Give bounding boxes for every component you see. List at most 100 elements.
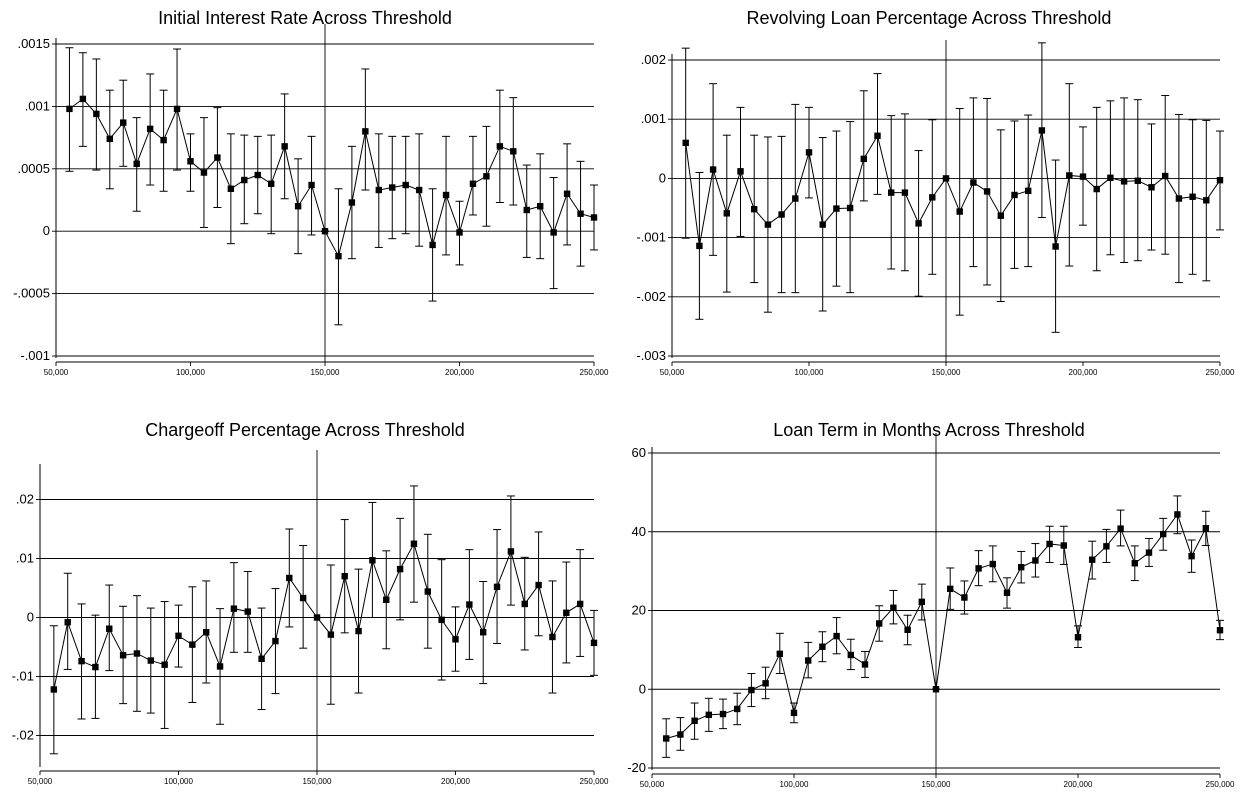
data-point <box>1038 127 1046 134</box>
data-point <box>537 203 544 210</box>
data-point <box>904 626 911 633</box>
data-point <box>1203 197 1210 204</box>
x-tick-label: 250,000 <box>580 777 609 786</box>
data-point <box>375 186 382 194</box>
data-point <box>819 643 826 650</box>
data-point <box>989 560 996 568</box>
series-line <box>666 513 1221 739</box>
data-point <box>748 686 755 694</box>
data-point <box>1103 543 1110 550</box>
data-point <box>321 228 329 235</box>
data-point <box>493 583 501 591</box>
x-tick-label: 50,000 <box>28 777 53 786</box>
data-point <box>833 632 840 640</box>
data-point <box>790 709 798 717</box>
data-point <box>1060 542 1067 549</box>
data-point <box>792 195 799 202</box>
data-point <box>227 185 235 192</box>
data-point <box>203 629 210 636</box>
data-point <box>79 95 87 103</box>
data-point <box>1202 525 1209 532</box>
data-point <box>709 166 717 173</box>
data-point <box>92 663 99 671</box>
chart-revolving-loan: -.003 -.002 -.001 0 .001 .002 50,000 100,000 150… <box>636 40 1235 377</box>
y-tick-label: -.01 <box>12 669 34 684</box>
y-tick-label: .0015 <box>17 36 50 51</box>
data-point <box>705 711 712 719</box>
data-point <box>961 594 968 601</box>
data-point <box>456 229 463 236</box>
data-point <box>550 229 557 236</box>
data-point <box>1066 172 1073 179</box>
data-point <box>327 631 335 638</box>
data-point <box>1052 243 1059 250</box>
data-point <box>1046 540 1053 548</box>
data-point <box>93 110 100 118</box>
x-tick-label: 100,000 <box>164 777 193 786</box>
data-point <box>1145 549 1153 556</box>
data-point <box>833 205 840 212</box>
y-tick-label: 20 <box>632 603 646 618</box>
x-tick-label: 200,000 <box>441 777 470 786</box>
y-tick-label: .002 <box>641 52 666 67</box>
x-tick-label: 200,000 <box>445 368 474 377</box>
data-point <box>1032 557 1039 564</box>
data-point <box>133 160 140 168</box>
data-point <box>189 641 196 648</box>
data-point <box>120 119 127 126</box>
data-point <box>1174 511 1181 518</box>
x-tick-label: 50,000 <box>44 368 69 377</box>
data-point <box>691 717 698 724</box>
y-tick-label: .0005 <box>17 161 50 176</box>
data-point <box>294 203 302 210</box>
y-tick-label: -20 <box>627 760 646 775</box>
data-point <box>1089 556 1096 563</box>
data-point <box>776 650 783 658</box>
data-point <box>78 657 85 665</box>
data-point <box>429 241 436 249</box>
data-point <box>402 181 409 189</box>
data-point <box>396 565 404 573</box>
data-point <box>480 629 487 636</box>
x-tick-label: 50,000 <box>660 368 685 377</box>
data-point <box>1093 185 1100 193</box>
data-point <box>173 105 181 113</box>
data-point <box>496 143 504 150</box>
data-point <box>1079 173 1087 180</box>
data-point <box>1160 530 1167 538</box>
data-point <box>230 605 238 612</box>
data-point <box>313 614 321 621</box>
data-point <box>563 609 570 616</box>
y-tick-label: 40 <box>632 524 646 539</box>
y-tick-label: 60 <box>632 445 646 460</box>
data-point <box>888 189 895 196</box>
data-point <box>719 710 727 718</box>
data-point <box>563 190 571 197</box>
y-tick-label: .01 <box>16 551 34 566</box>
data-point <box>1216 176 1224 184</box>
data-point <box>734 705 741 713</box>
y-tick-label: -.001 <box>636 230 666 245</box>
data-point <box>66 105 73 113</box>
data-point <box>483 173 490 180</box>
data-point <box>1117 525 1124 532</box>
chart-title: Initial Interest Rate Across Threshold <box>158 8 452 28</box>
y-tick-label: 0 <box>43 223 50 238</box>
x-tick-label: 250,000 <box>580 368 609 377</box>
x-tick-label: 150,000 <box>922 780 951 789</box>
data-point <box>1134 177 1141 184</box>
data-point <box>286 574 293 582</box>
data-point <box>452 636 459 643</box>
data-point <box>335 252 342 260</box>
data-point <box>272 637 279 645</box>
data-point <box>997 212 1004 219</box>
data-point <box>161 661 168 668</box>
data-point <box>146 125 154 133</box>
data-point <box>1148 184 1155 191</box>
data-point <box>764 221 772 228</box>
data-point <box>214 154 221 161</box>
data-point <box>874 132 881 139</box>
data-point <box>1131 560 1138 567</box>
data-point <box>590 639 598 647</box>
y-tick-label: 0 <box>27 610 34 625</box>
